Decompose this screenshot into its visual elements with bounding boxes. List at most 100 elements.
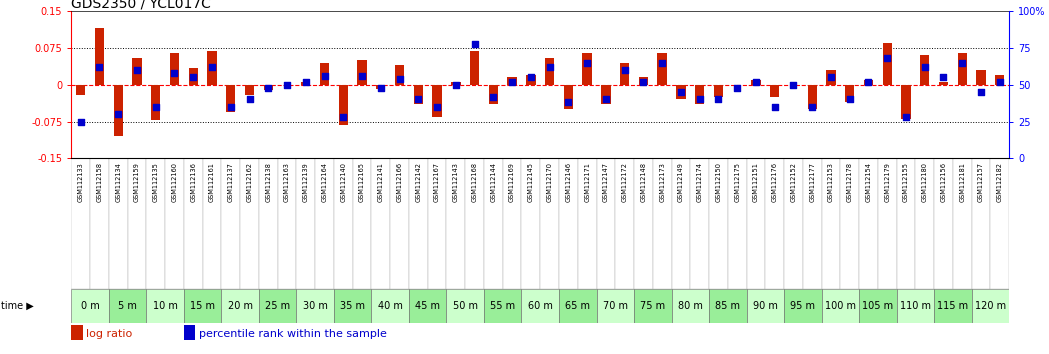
Bar — [863, 80, 873, 85]
Point — [204, 64, 220, 70]
Point — [372, 85, 389, 91]
Text: 75 m: 75 m — [640, 301, 665, 311]
Point — [579, 60, 596, 65]
Bar — [377, 85, 385, 89]
Bar — [934, 289, 971, 323]
Text: GSM112161: GSM112161 — [209, 162, 215, 202]
Text: GSM112145: GSM112145 — [528, 162, 534, 202]
Text: GSM112163: GSM112163 — [284, 162, 290, 202]
Text: GSM112135: GSM112135 — [153, 162, 158, 202]
Bar — [71, 289, 109, 323]
Bar — [671, 158, 690, 289]
Text: time ▶: time ▶ — [1, 301, 34, 311]
Text: 90 m: 90 m — [753, 301, 777, 311]
Point — [522, 75, 539, 80]
Text: GSM112164: GSM112164 — [322, 162, 327, 202]
Text: 0 m: 0 m — [81, 301, 100, 311]
Bar — [432, 85, 442, 116]
Bar — [878, 158, 897, 289]
Bar — [244, 85, 254, 95]
Text: GSM112182: GSM112182 — [997, 162, 1003, 202]
Point — [448, 82, 465, 88]
Text: GSM112173: GSM112173 — [659, 162, 665, 202]
Bar — [165, 158, 184, 289]
Text: GSM112152: GSM112152 — [791, 162, 796, 202]
Bar — [634, 158, 652, 289]
Bar — [578, 158, 597, 289]
Bar — [728, 158, 747, 289]
Text: 115 m: 115 m — [938, 301, 968, 311]
Point — [729, 85, 746, 91]
Bar — [582, 53, 592, 85]
Bar — [882, 43, 892, 85]
Text: GSM112150: GSM112150 — [715, 162, 722, 202]
Text: GSM112137: GSM112137 — [228, 162, 234, 202]
Point — [129, 67, 146, 73]
Text: 40 m: 40 m — [378, 301, 403, 311]
Point — [917, 64, 934, 70]
Bar — [616, 158, 634, 289]
Text: GSM112160: GSM112160 — [171, 162, 177, 202]
Bar — [521, 158, 540, 289]
Text: GSM112168: GSM112168 — [472, 162, 477, 202]
Point — [898, 114, 915, 120]
Point — [635, 79, 651, 85]
Bar — [451, 82, 461, 85]
Point — [822, 75, 839, 80]
Text: GSM112142: GSM112142 — [415, 162, 422, 202]
Point — [241, 97, 258, 102]
Bar — [821, 158, 840, 289]
Bar — [90, 158, 109, 289]
Text: GSM112143: GSM112143 — [453, 162, 458, 202]
Bar — [170, 53, 179, 85]
Point — [766, 104, 783, 110]
Bar — [916, 158, 934, 289]
Point — [354, 73, 370, 79]
Text: GSM112140: GSM112140 — [340, 162, 346, 202]
Bar — [808, 85, 817, 109]
Text: GSM112134: GSM112134 — [115, 162, 122, 202]
Text: 30 m: 30 m — [303, 301, 327, 311]
Bar — [352, 158, 371, 289]
Text: GSM112141: GSM112141 — [378, 162, 384, 202]
Bar — [859, 158, 878, 289]
Point — [222, 104, 239, 110]
Bar — [658, 53, 667, 85]
Text: 20 m: 20 m — [228, 301, 253, 311]
Bar — [559, 158, 578, 289]
Bar — [939, 82, 948, 85]
Bar — [709, 158, 728, 289]
Bar — [996, 75, 1005, 85]
Bar — [94, 28, 104, 85]
Bar — [315, 158, 334, 289]
Bar — [971, 289, 1009, 323]
Bar — [358, 60, 367, 85]
Bar — [521, 289, 559, 323]
Bar — [128, 158, 147, 289]
Bar — [71, 325, 83, 341]
Text: 70 m: 70 m — [603, 301, 627, 311]
Bar — [184, 325, 195, 341]
Bar — [301, 82, 311, 85]
Point — [654, 60, 670, 65]
Bar — [770, 85, 779, 97]
Point — [710, 97, 727, 102]
Bar — [563, 85, 573, 109]
Bar — [470, 51, 479, 85]
Point — [972, 89, 989, 95]
Bar — [934, 158, 952, 289]
Bar — [447, 289, 484, 323]
Text: GSM112166: GSM112166 — [397, 162, 403, 202]
Bar — [151, 85, 160, 120]
Bar — [189, 68, 198, 85]
Bar — [559, 289, 597, 323]
Point — [560, 99, 577, 105]
Point — [860, 79, 877, 85]
Point — [316, 73, 333, 79]
Text: GSM112157: GSM112157 — [978, 162, 984, 202]
Text: GSM112169: GSM112169 — [509, 162, 515, 202]
Bar — [958, 53, 967, 85]
Text: GSM112159: GSM112159 — [134, 162, 140, 202]
Bar — [227, 85, 235, 112]
Bar — [840, 158, 859, 289]
